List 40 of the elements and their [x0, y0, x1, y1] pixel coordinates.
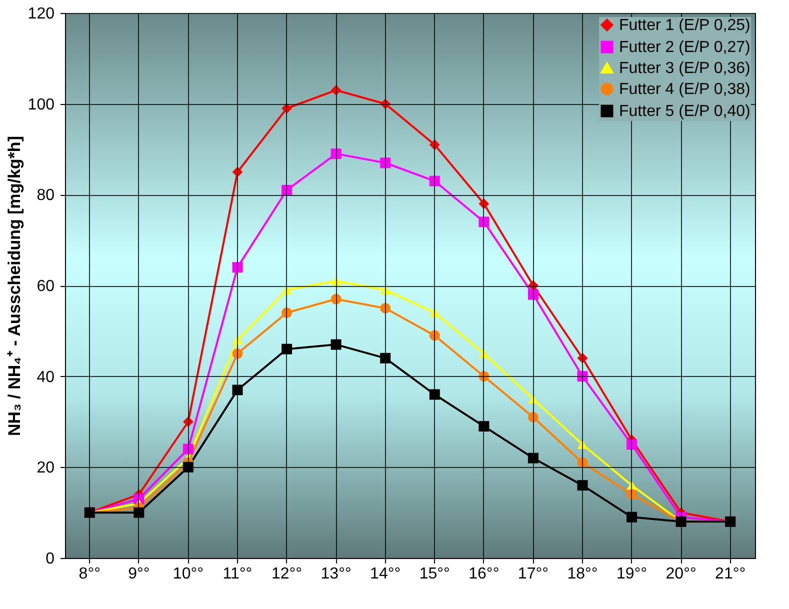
x-tick-label: 16°°	[468, 566, 500, 582]
y-tick-label: 120	[28, 6, 55, 22]
point	[478, 216, 490, 228]
y-axis-title: NH₃ / NH₄⁺ - Ausscheidung [mg/kg*h]	[4, 136, 24, 436]
x-tick-label: 12°°	[271, 566, 302, 582]
y-tick-label: 80	[36, 187, 55, 204]
x-tick-label: 21°°	[715, 566, 746, 582]
point	[330, 148, 342, 160]
y-tick-label: 0	[46, 550, 55, 568]
point	[528, 289, 538, 300]
x-tick-label: 14°°	[370, 566, 401, 582]
x-tick-label: 9°°	[128, 566, 150, 582]
x-tick-label: 11°°	[222, 566, 252, 582]
point	[330, 339, 342, 350]
x-tick-label: 19°°	[616, 566, 648, 582]
legend-label: Futter 5 (E/P 0,40)	[619, 103, 750, 120]
legend-label: Futter 2 (E/P 0,27)	[619, 39, 750, 56]
x-tick-label: 18°°	[567, 566, 598, 582]
x-tick-label: 20°°	[666, 566, 696, 582]
y-tick-label: 60	[36, 278, 55, 295]
point	[478, 421, 490, 432]
x-tick-label: 8°°	[78, 566, 100, 582]
point	[429, 176, 440, 186]
legend-label: Futter 3 (E/P 0,36)	[619, 60, 750, 77]
x-tick-label: 10°°	[172, 566, 204, 582]
legend-label: Futter 4 (E/P 0,38)	[619, 81, 750, 98]
point	[380, 158, 391, 168]
x-tick-label: 17°°	[518, 566, 549, 582]
y-tick-label: 40	[36, 368, 55, 386]
point	[626, 512, 638, 522]
point	[528, 452, 538, 464]
point	[626, 439, 638, 450]
point	[134, 507, 144, 518]
point	[282, 344, 292, 354]
x-tick-label: 15°°	[419, 566, 450, 582]
legend-label: Futter 1 (E/P 0,25)	[619, 17, 750, 34]
y-tick-label: 20	[36, 460, 55, 477]
y-tick-label: 100	[28, 96, 55, 114]
x-tick-label: 13°°	[320, 566, 352, 582]
point	[380, 352, 391, 364]
